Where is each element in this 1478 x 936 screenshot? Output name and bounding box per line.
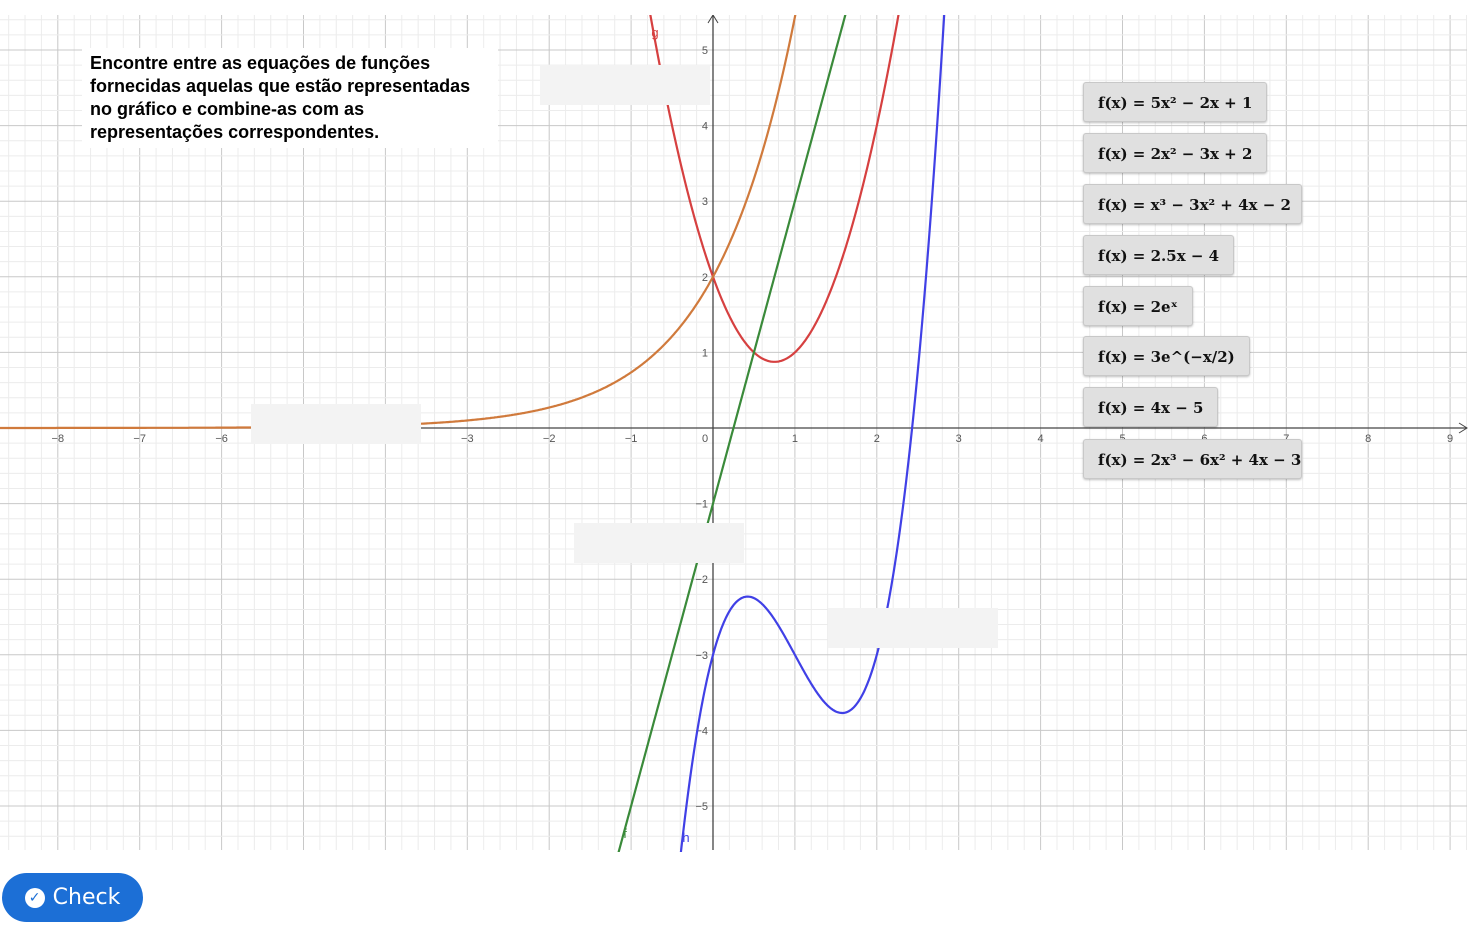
equation-card[interactable]: f(x) = 3e^(−x/2)	[1083, 336, 1250, 376]
graph-top-margin	[0, 0, 1478, 15]
drop-target[interactable]	[828, 608, 998, 648]
x-tick-label: −6	[215, 433, 228, 445]
y-tick-label: −5	[695, 801, 708, 813]
x-tick-label: 9	[1447, 433, 1453, 445]
instructions-text: Encontre entre as equações de funções fo…	[82, 48, 498, 148]
x-tick-label: −7	[133, 433, 146, 445]
x-tick-label: 3	[956, 433, 962, 445]
check-circle-icon: ✓	[24, 887, 45, 908]
x-axis-arrow-icon	[1458, 422, 1468, 434]
y-tick-label: −1	[695, 499, 708, 511]
y-tick-label: −3	[695, 650, 708, 662]
x-tick-label: 8	[1365, 433, 1371, 445]
check-label: Check	[52, 885, 121, 910]
y-tick-label: 4	[702, 121, 708, 133]
equation-card[interactable]: f(x) = 2x² − 3x + 2	[1083, 133, 1268, 173]
equation-card[interactable]: f(x) = 2x³ − 6x² + 4x − 3	[1083, 439, 1302, 479]
drop-target[interactable]	[540, 65, 710, 105]
x-tick-label: 1	[792, 433, 798, 445]
y-tick-label: −2	[695, 574, 708, 586]
x-tick-label: 0	[702, 433, 708, 445]
x-tick-label: −1	[625, 433, 638, 445]
check-button[interactable]: ✓ Check	[2, 873, 143, 922]
y-tick-label: 2	[702, 272, 708, 284]
drop-target[interactable]	[251, 404, 421, 444]
x-tick-label: −2	[543, 433, 556, 445]
equation-card[interactable]: f(x) = 2eˣ	[1083, 286, 1193, 326]
curve-g	[646, 0, 903, 363]
curve-label: f	[623, 826, 627, 841]
equation-card[interactable]: f(x) = 4x − 5	[1083, 387, 1219, 427]
y-tick-label: 3	[702, 196, 708, 208]
equation-card[interactable]: f(x) = 2.5x − 4	[1083, 235, 1235, 275]
curve-f	[617, 0, 851, 852]
equation-card[interactable]: f(x) = 5x² − 2x + 1	[1083, 82, 1268, 122]
x-tick-label: 4	[1038, 433, 1044, 445]
x-tick-label: 2	[874, 433, 880, 445]
y-tick-label: 1	[702, 347, 708, 359]
x-tick-label: −8	[52, 433, 65, 445]
curve-h	[679, 0, 947, 852]
equation-card[interactable]: f(x) = x³ − 3x² + 4x − 2	[1083, 184, 1302, 224]
x-tick-label: −3	[461, 433, 474, 445]
curve-label: g	[651, 25, 658, 40]
drop-target[interactable]	[574, 523, 744, 563]
y-tick-label: 5	[702, 45, 708, 57]
curve-label: h	[682, 830, 689, 845]
